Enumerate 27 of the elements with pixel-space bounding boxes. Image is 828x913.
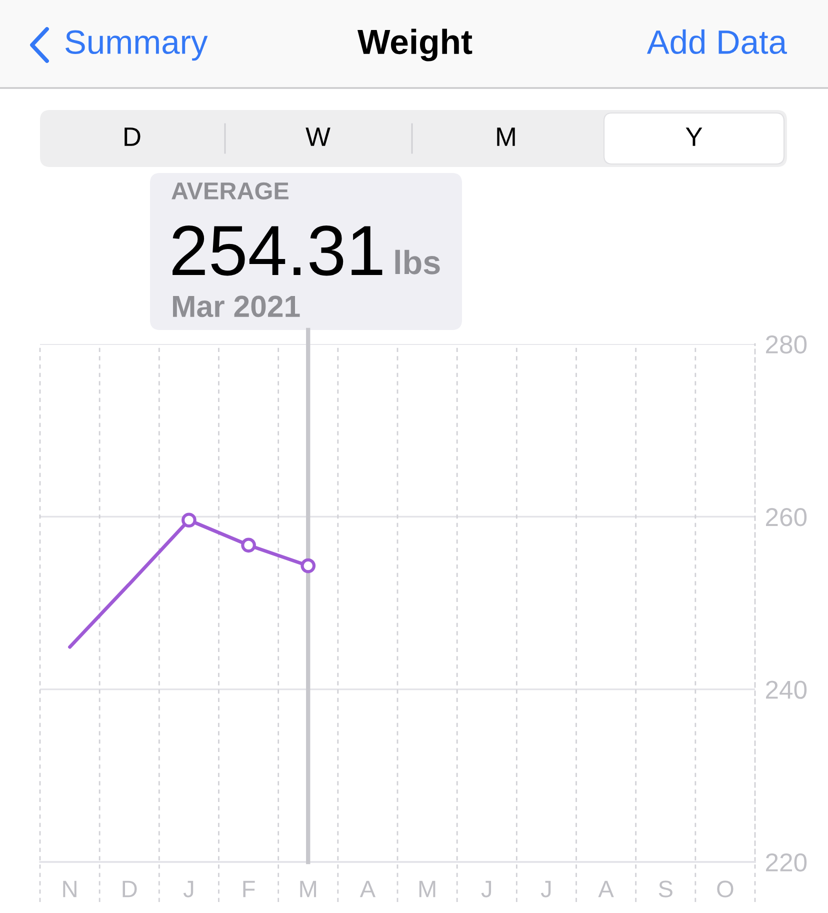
- x-tick-label: J: [183, 880, 194, 898]
- x-tick-label: A: [360, 880, 376, 898]
- x-tick-label: M: [300, 880, 316, 898]
- x-tick-label: J: [540, 880, 551, 898]
- x-tick-label: S: [658, 880, 672, 898]
- text: AVERAGE: [172, 182, 288, 200]
- x-tick-label: N: [63, 880, 76, 898]
- y-tick-label: 280: [766, 335, 807, 354]
- text: Mar 2021: [173, 296, 300, 318]
- text: Summary: [66, 30, 208, 61]
- text: lbs: [395, 250, 440, 274]
- chart-title: Weight: [357, 28, 472, 62]
- text: 254.31: [172, 226, 382, 276]
- text: D: [124, 128, 140, 146]
- y-tick-label: 220: [766, 853, 807, 872]
- x-tick-label: M: [419, 880, 436, 898]
- text: Add Data: [646, 29, 788, 54]
- x-tick-label: A: [598, 880, 614, 898]
- text: M: [497, 128, 515, 146]
- text: W: [306, 128, 330, 146]
- y-tick-label: 260: [766, 508, 807, 526]
- text: Y: [686, 128, 702, 146]
- x-tick-label: F: [243, 880, 255, 898]
- x-tick-label: J: [481, 880, 492, 898]
- y-tick-label: 240: [766, 680, 807, 699]
- x-tick-label: D: [122, 880, 137, 898]
- x-tick-label: O: [717, 880, 734, 898]
